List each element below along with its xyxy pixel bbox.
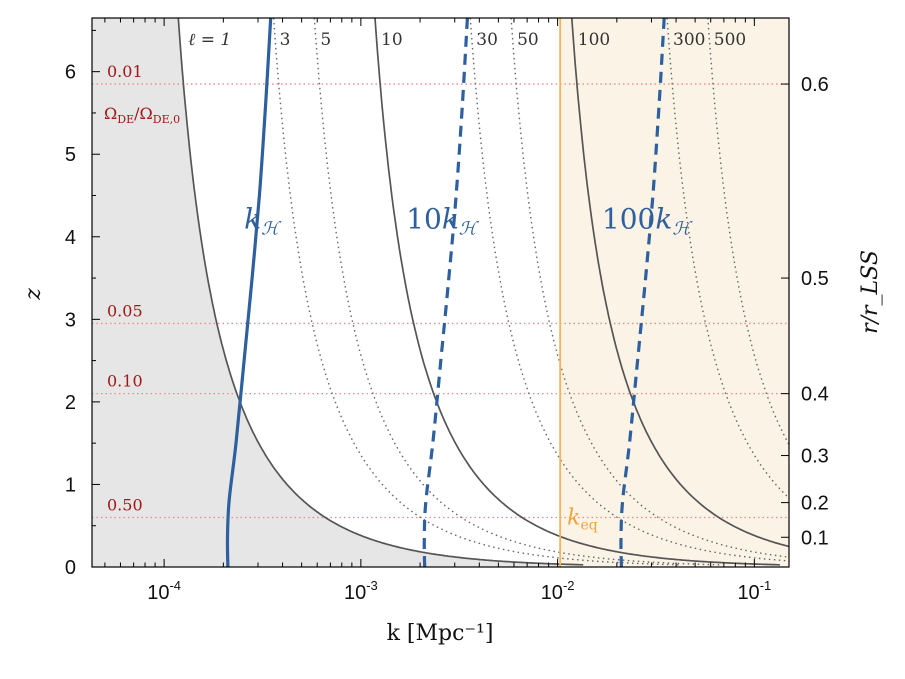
- right-axis-label: r/r_LSS: [858, 250, 883, 334]
- right-tick-label: 0.1: [801, 527, 829, 549]
- x-axis-label: k [Mpc⁻¹]: [387, 621, 494, 646]
- y-axis: 0 1 2 3 4 5 6: [65, 29, 100, 579]
- right-axis: 0.1 0.2 0.3 0.4 0.5 0.6: [781, 74, 829, 549]
- multipole-curve-1: [177, 18, 584, 566]
- horizon-labels: kℋ 10kℋ 100kℋ: [244, 203, 693, 240]
- multipole-labels: ℓ = 1 3 5 10 30 50 100 300 500: [188, 30, 746, 50]
- y-tick-label: 5: [65, 144, 76, 166]
- dark-energy-value-0.05: 0.05: [107, 301, 143, 320]
- multipole-label-3: 3: [280, 30, 291, 50]
- horizon-label-10k_H: 10kℋ: [406, 203, 480, 240]
- dark-energy-labels: 0.01 0.05 0.10 0.50: [107, 62, 143, 514]
- dark-energy-value-0.50: 0.50: [107, 495, 143, 514]
- horizon-curve-k_H: [225, 18, 273, 567]
- x-tick-label: 10-3: [344, 578, 378, 604]
- multipole-lines: [177, 18, 789, 566]
- right-tick-label: 0.3: [801, 446, 829, 468]
- y-tick-label: 2: [65, 392, 76, 414]
- horizon-label-100k_H: 100kℋ: [602, 203, 693, 240]
- plot-frame: [91, 17, 790, 568]
- multipole-curve-10: [374, 18, 780, 566]
- y-axis-label: z: [21, 288, 46, 301]
- y-tick-label: 3: [65, 309, 76, 331]
- horizon-label-k_H: kℋ: [244, 203, 282, 240]
- x-tick-label: 10-4: [147, 578, 181, 604]
- right-tick-label: 0.5: [801, 268, 829, 290]
- right-tick-label: 0.2: [801, 493, 829, 515]
- k-eq-label: keq: [567, 505, 598, 533]
- plot-area: [92, 18, 789, 567]
- multipole-label-1: ℓ = 1: [188, 30, 231, 50]
- multipole-label-10: 10: [381, 30, 403, 50]
- multipole-label-30: 30: [476, 30, 498, 50]
- horizon-curve-10k_H: [422, 18, 469, 567]
- excluded-region: [92, 18, 789, 567]
- horizon-lines: [225, 18, 666, 567]
- x-tick-label: 10-2: [541, 578, 575, 604]
- dark-energy-value-0.10: 0.10: [107, 372, 143, 391]
- y-tick-label: 0: [65, 557, 76, 579]
- dark-energy-value-0.01: 0.01: [107, 62, 143, 81]
- x-axis: 10-4 10-3 10-2 10-1: [104, 18, 771, 604]
- x-tick-label: 10-1: [737, 578, 771, 604]
- multipole-label-100: 100: [578, 30, 610, 50]
- right-tick-label: 0.4: [801, 384, 829, 406]
- horizon-curve-100k_H: [619, 18, 666, 567]
- multipole-label-5: 5: [320, 30, 331, 50]
- y-tick-label: 6: [65, 62, 76, 84]
- multipole-curve-100: [570, 18, 789, 548]
- y-tick-label: 1: [65, 474, 76, 496]
- right-tick-label: 0.6: [801, 74, 829, 96]
- multipole-label-500: 500: [714, 30, 746, 50]
- dark-energy-title: ΩDE/ΩDE,0: [104, 104, 180, 126]
- k-eq-region: [560, 18, 789, 567]
- multipole-label-50: 50: [517, 30, 539, 50]
- y-tick-label: 4: [65, 227, 76, 249]
- multipole-label-300: 300: [673, 30, 705, 50]
